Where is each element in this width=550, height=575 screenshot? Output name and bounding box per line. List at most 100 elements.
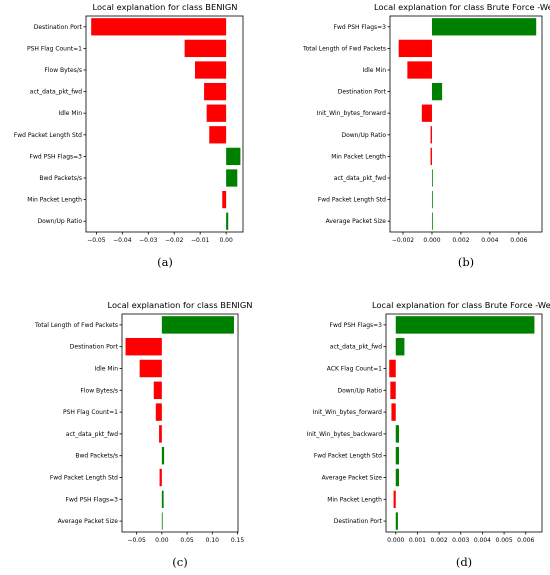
bar <box>421 104 432 122</box>
category-label: Min Packet Length <box>327 496 382 503</box>
x-tick-label: 0.006 <box>517 537 534 544</box>
chart-title: Local explanation for class BENIGN <box>107 300 252 310</box>
bar <box>407 61 432 79</box>
bar <box>431 190 433 209</box>
panel-label: (d) <box>456 555 472 569</box>
category-label: Average Packet Size <box>58 518 119 525</box>
bar <box>395 446 399 465</box>
x-tick-label: 0.002 <box>430 537 447 544</box>
x-tick-label: −0.04 <box>113 237 132 244</box>
category-label: act_data_pkt_fwd <box>30 89 82 96</box>
bar <box>398 39 432 58</box>
category-label: act_data_pkt_fwd <box>66 431 118 438</box>
category-label: Down/Up Ratio <box>37 218 82 225</box>
bar <box>125 337 162 356</box>
x-tick-label: 0.00 <box>219 237 233 244</box>
x-tick-label: 0.001 <box>409 537 426 544</box>
bar <box>161 490 164 509</box>
x-tick-label: 0.000 <box>387 537 404 544</box>
category-label: Idle Min <box>95 366 119 373</box>
bar <box>161 446 165 465</box>
category-label: Fwd Packet Length Std <box>50 475 118 482</box>
bar <box>226 169 238 187</box>
x-tick-label: −0.01 <box>191 237 210 244</box>
panel-label: (c) <box>172 555 187 569</box>
category-label: Total Length of Fwd Packets <box>34 322 118 329</box>
chart-title: Local explanation for class Brute Force … <box>372 300 550 310</box>
category-label: Init_Win_bytes_forward <box>317 110 387 117</box>
category-label: Average Packet Size <box>322 475 383 482</box>
category-label: PSH Flag Count=1 <box>63 409 118 416</box>
category-label: Min Packet Length <box>27 197 82 204</box>
category-label: act_data_pkt_fwd <box>330 344 382 351</box>
category-label: Fwd Packet Length Std <box>314 453 382 460</box>
category-label: Min Packet Length <box>331 153 386 160</box>
category-label: Down/Up Ratio <box>341 132 386 139</box>
panel-label: (a) <box>157 255 173 269</box>
bar <box>390 381 396 400</box>
bar <box>139 359 162 378</box>
bar <box>226 212 229 230</box>
bar <box>430 126 432 144</box>
bar <box>431 212 433 230</box>
bar <box>395 468 399 487</box>
x-tick-label: −0.002 <box>392 237 414 244</box>
chart-title: Local explanation for class Brute Force … <box>374 2 550 12</box>
bar <box>431 82 443 101</box>
chart-panel-b: Local explanation for class Brute Force … <box>302 2 550 269</box>
x-tick-label: 0.004 <box>474 537 491 544</box>
category-label: Destination Port <box>34 24 83 31</box>
chart-panel-c: Local explanation for class BENIGN Total … <box>34 300 253 569</box>
bar <box>222 190 227 209</box>
category-label: Init_Win_bytes_backward <box>307 431 383 438</box>
x-tick-label: −0.05 <box>127 537 146 544</box>
bar <box>393 490 396 509</box>
category-label: act_data_pkt_fwd <box>334 175 386 182</box>
category-label: Destination Port <box>338 89 387 96</box>
category-label: Bwd Packets/s <box>39 175 82 182</box>
x-tick-label: 0.002 <box>452 237 469 244</box>
bar <box>391 403 396 421</box>
x-tick-label: 0.10 <box>206 537 220 544</box>
category-label: Init_Win_bytes_forward <box>313 409 383 416</box>
panel-label: (b) <box>458 255 474 269</box>
bar <box>91 18 227 36</box>
x-tick-label: 0.000 <box>423 237 440 244</box>
category-label: Fwd Packet Length Std <box>14 132 82 139</box>
chart-panel-d: Local explanation for class Brute Force … <box>307 300 550 569</box>
category-label: ACK Flag Count=1 <box>327 366 382 373</box>
category-label: Fwd PSH Flags=3 <box>330 322 383 329</box>
bar <box>209 126 227 144</box>
bar <box>395 316 535 334</box>
bar <box>159 468 162 487</box>
x-tick-label: −0.03 <box>139 237 158 244</box>
x-tick-label: 0.005 <box>495 537 512 544</box>
x-tick-label: 0.05 <box>180 537 194 544</box>
bar <box>226 147 241 166</box>
bar <box>204 82 227 101</box>
category-label: Down/Up Ratio <box>337 387 382 394</box>
plot-frame <box>85 15 244 233</box>
bar <box>206 104 227 122</box>
x-tick-label: 0.004 <box>481 237 498 244</box>
category-label: Flow Bytes/s <box>80 387 118 394</box>
x-tick-label: −0.05 <box>87 237 106 244</box>
category-label: Destination Port <box>334 518 383 525</box>
bar <box>431 18 537 36</box>
plot-frame <box>121 313 239 533</box>
bar <box>395 337 405 356</box>
bar <box>161 512 163 530</box>
category-label: Idle Min <box>363 67 387 74</box>
category-label: Destination Port <box>70 344 119 351</box>
category-label: Total Length of Fwd Packets <box>302 45 386 52</box>
bar <box>395 425 399 443</box>
category-label: Bwd Packets/s <box>75 453 118 460</box>
bar <box>184 39 227 58</box>
category-label: Fwd PSH Flags=3 <box>66 496 119 503</box>
bar <box>161 316 234 334</box>
x-tick-label: −0.02 <box>165 237 184 244</box>
category-label: Fwd PSH Flags=3 <box>334 24 387 31</box>
plot-frame <box>389 15 543 233</box>
bar <box>395 512 398 530</box>
